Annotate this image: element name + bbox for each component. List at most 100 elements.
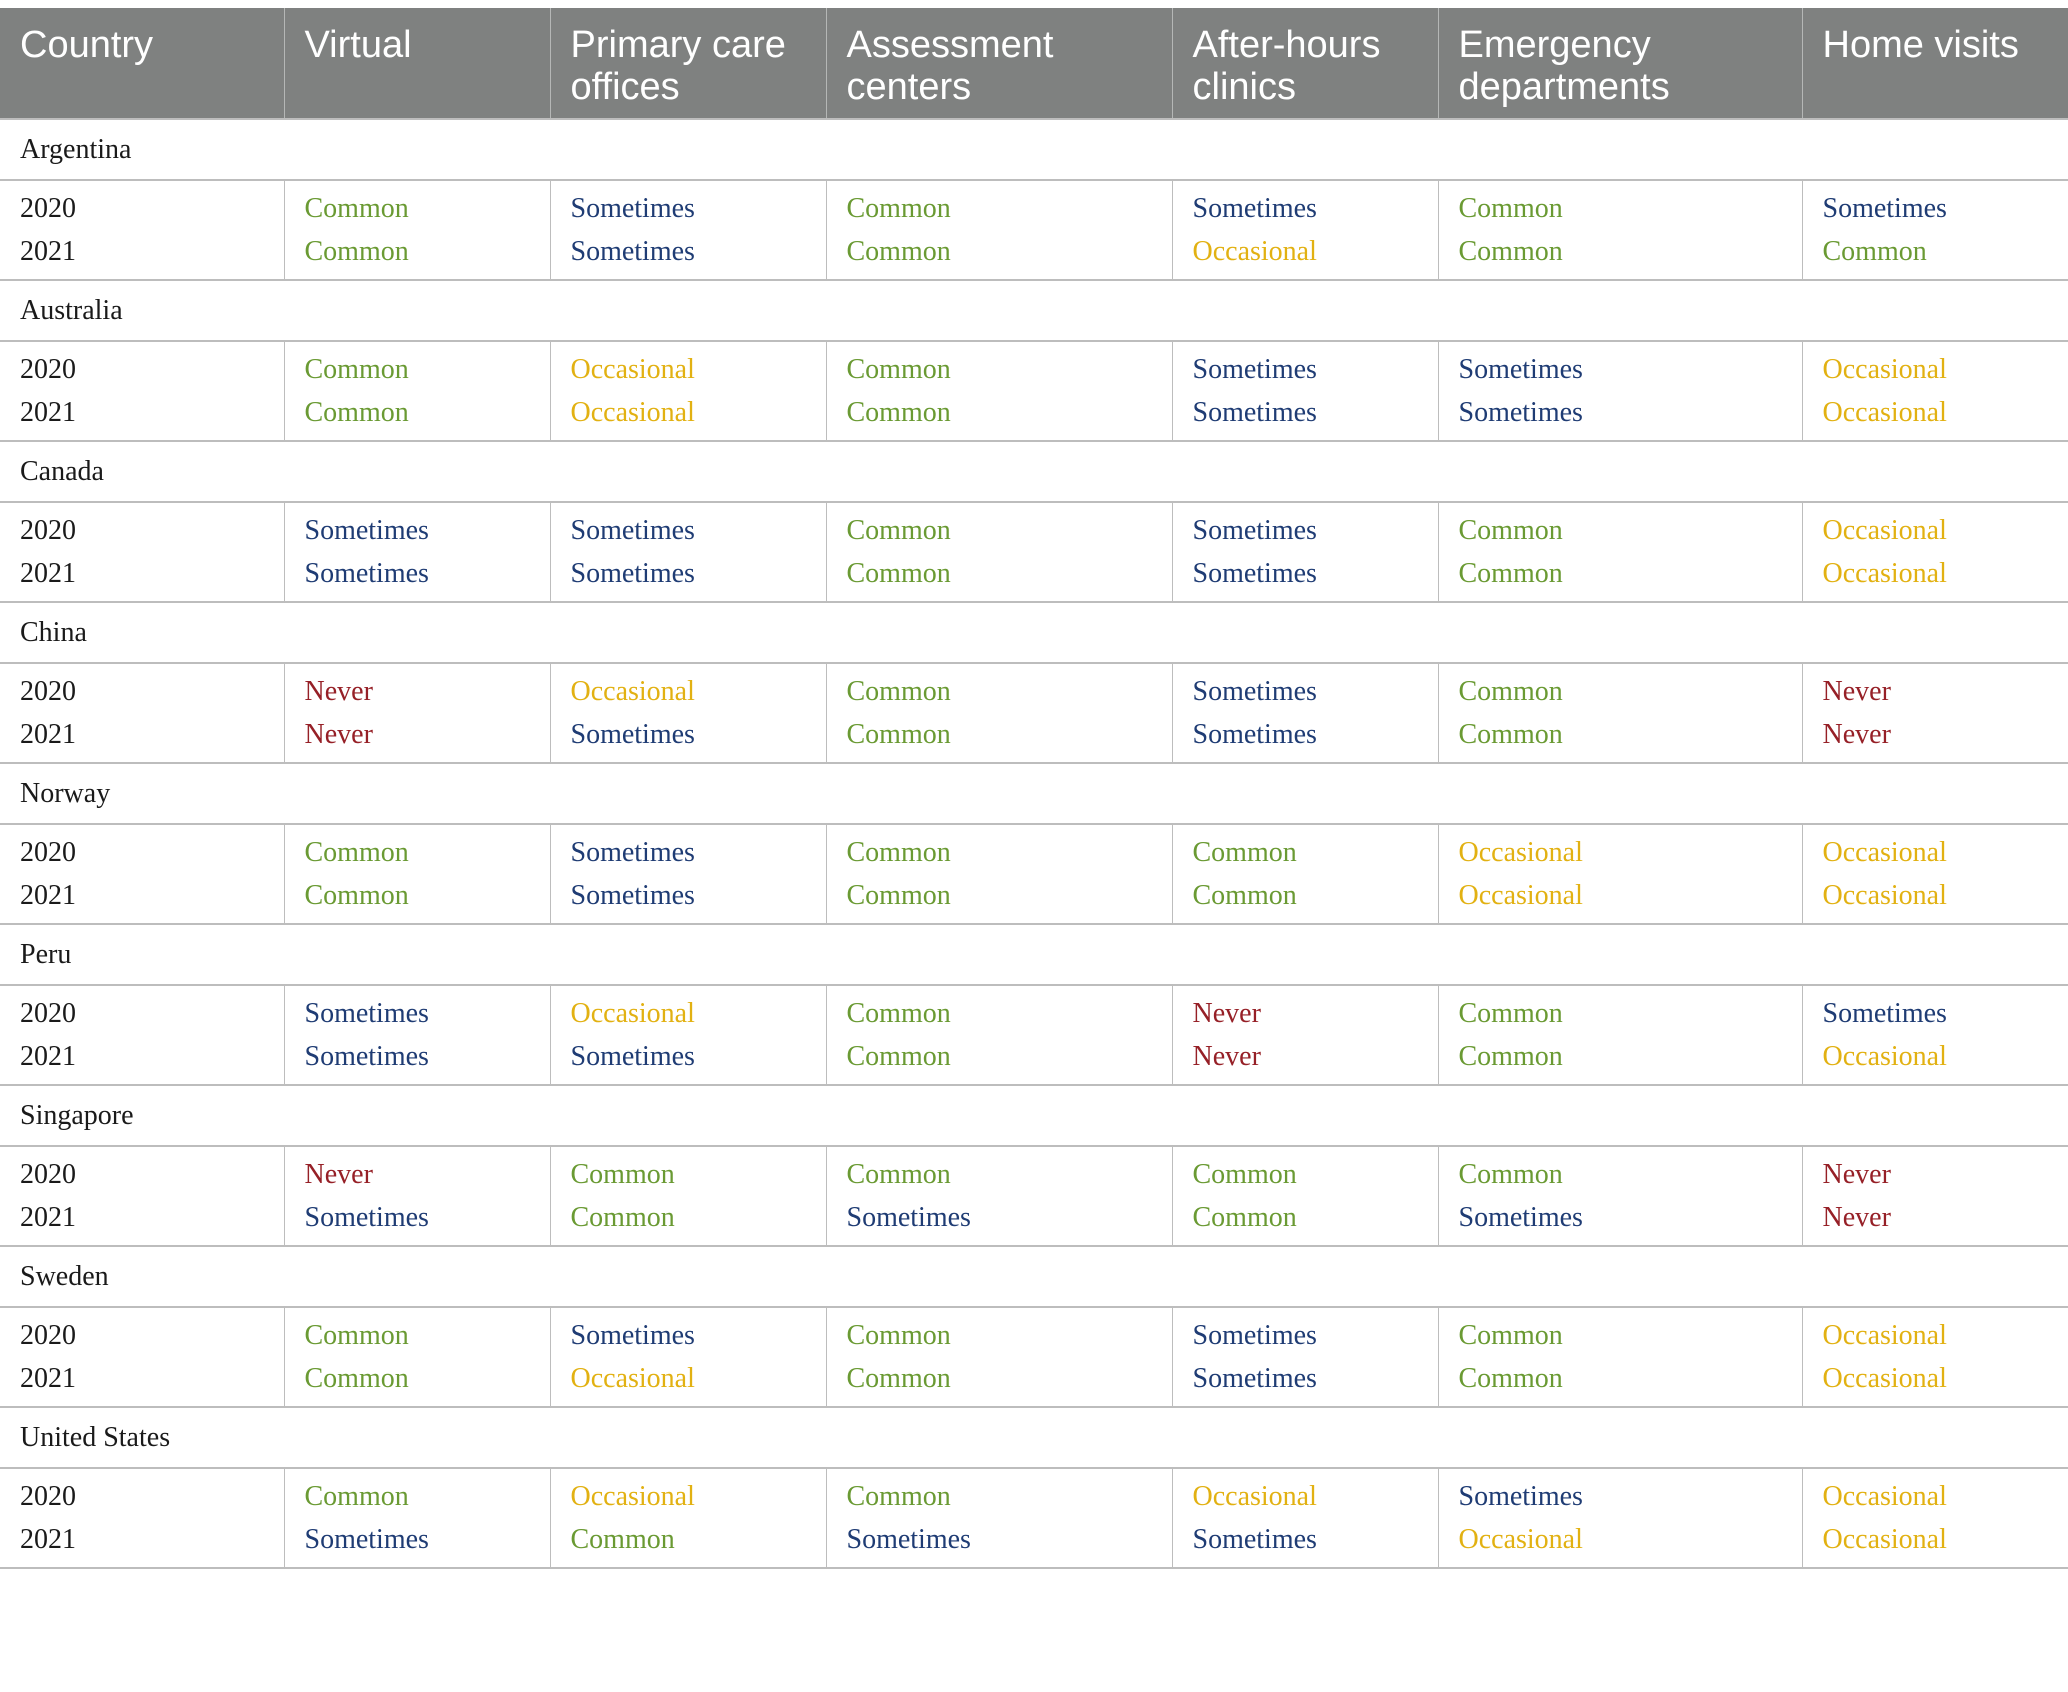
year-cell: 2021 (20, 718, 76, 750)
header-label-line: Emergency (1458, 24, 1651, 66)
year-cell: 2020 (0, 984, 284, 1035)
value-cell: Common (283, 1467, 550, 1518)
value-cell: Sometimes (549, 874, 826, 924)
value-cell: Common (1437, 1145, 1802, 1196)
country-name: Canada (0, 440, 2068, 502)
year-row: 2020 Never Occasional Common Sometimes Common… (0, 662, 2068, 713)
value-cell: Common (1171, 823, 1438, 874)
value-cell: Occasional (549, 391, 826, 441)
value-cell: Occasional (1171, 1467, 1438, 1518)
value-cell: Common (549, 1518, 826, 1569)
year-row: 2021 Sometimes Sometimes Common Never Common O… (0, 1035, 2068, 1085)
value-cell: Sometimes (1171, 391, 1438, 441)
country-name: Singapore (0, 1084, 2068, 1146)
value-cell: Common (825, 340, 1172, 391)
country-row: Argentina (0, 118, 2068, 180)
value-cell: Common (1171, 1196, 1438, 1246)
year-cell: 2020 (0, 179, 284, 230)
value-cell: Never (283, 713, 550, 763)
value-cell: Sometimes (283, 984, 550, 1035)
year-row: 2021 Sometimes Common Sometimes Common Someti… (0, 1196, 2068, 1246)
value-cell: Sometimes (549, 713, 826, 763)
value-cell: Occasional (1801, 1306, 2068, 1357)
year-cell: 2021 (20, 1040, 76, 1072)
value-cell: Never (1801, 1196, 2068, 1246)
column-header-primary-care-offices: Primary care offices (549, 8, 826, 119)
value-cell: Common (283, 823, 550, 874)
value-cell: Occasional (549, 662, 826, 713)
year-cell: 2020 (0, 1145, 284, 1196)
value-cell: Sometimes (1171, 501, 1438, 552)
value-cell: Sometimes (283, 1035, 550, 1085)
value-cell: Common (549, 1145, 826, 1196)
value-cell: Common (1437, 179, 1802, 230)
year-cell: 2020 (0, 823, 284, 874)
value-cell: Occasional (1801, 823, 2068, 874)
value-cell: Occasional (1801, 1357, 2068, 1407)
header-label-line: Home visits (1822, 24, 2019, 66)
value-cell: Never (283, 662, 550, 713)
value-cell: Common (1437, 1357, 1802, 1407)
value-cell: Sometimes (549, 230, 826, 280)
value-cell: Sometimes (1801, 179, 2068, 230)
value-cell: Occasional (549, 984, 826, 1035)
header-label-line: After-hours (1192, 24, 1381, 66)
care-settings-table: Country Virtual Primary care offices Assessm… (0, 8, 2068, 1569)
value-cell: Common (549, 1196, 826, 1246)
column-header-country: Country (0, 8, 284, 119)
value-cell: Common (283, 179, 550, 230)
value-cell: Common (1437, 552, 1802, 602)
value-cell: Common (283, 230, 550, 280)
value-cell: Common (825, 552, 1172, 602)
value-cell: Occasional (1437, 823, 1802, 874)
value-cell: Sometimes (1171, 662, 1438, 713)
country-row: Peru (0, 923, 2068, 985)
value-cell: Sometimes (825, 1196, 1172, 1246)
year-row: 2020 Sometimes Occasional Common Never Common… (0, 984, 2068, 1035)
year-cell: 2021 (20, 557, 76, 589)
value-cell: Common (1437, 1035, 1802, 1085)
value-cell: Sometimes (549, 501, 826, 552)
value-cell: Occasional (1801, 1035, 2068, 1085)
value-cell: Sometimes (549, 1035, 826, 1085)
value-cell: Sometimes (1801, 984, 2068, 1035)
value-cell: Common (1437, 984, 1802, 1035)
year-cell: 2020 (0, 662, 284, 713)
value-cell: Occasional (549, 340, 826, 391)
value-cell: Sometimes (549, 179, 826, 230)
value-cell: Occasional (1437, 1518, 1802, 1569)
value-cell: Common (825, 874, 1172, 924)
header-label-line: Virtual (304, 24, 412, 66)
value-cell: Sometimes (825, 1518, 1172, 1569)
value-cell: Common (1801, 230, 2068, 280)
year-row: 2020 Common Sometimes Common Sometimes Common… (0, 179, 2068, 230)
table-header: Country Virtual Primary care offices Assessm… (0, 8, 2068, 119)
value-cell: Common (283, 391, 550, 441)
country-row: Singapore (0, 1084, 2068, 1146)
value-cell: Never (1171, 984, 1438, 1035)
year-cell: 2021 (20, 1362, 76, 1394)
value-cell: Common (825, 1145, 1172, 1196)
value-cell: Never (1801, 662, 2068, 713)
year-row: 2020 Never Common Common Common Common Never (0, 1145, 2068, 1196)
header-label-line: Assessment (846, 24, 1054, 66)
value-cell: Occasional (1801, 874, 2068, 924)
value-cell: Occasional (1801, 391, 2068, 441)
country-name: United States (0, 1406, 2068, 1468)
value-cell: Common (825, 230, 1172, 280)
value-cell: Common (283, 1357, 550, 1407)
value-cell: Sometimes (1171, 1357, 1438, 1407)
value-cell: Sometimes (549, 1306, 826, 1357)
value-cell: Common (1437, 662, 1802, 713)
header-row: Country Virtual Primary care offices Assessm… (0, 8, 2068, 119)
value-cell: Never (1801, 713, 2068, 763)
value-cell: Sometimes (1437, 340, 1802, 391)
value-cell: Common (825, 713, 1172, 763)
value-cell: Never (283, 1145, 550, 1196)
value-cell: Occasional (1171, 230, 1438, 280)
value-cell: Common (825, 501, 1172, 552)
table-body: Argentina 2020 Common Sometimes Common Someti… (0, 118, 2068, 1569)
value-cell: Occasional (1801, 1518, 2068, 1569)
value-cell: Common (1171, 1145, 1438, 1196)
value-cell: Common (825, 662, 1172, 713)
